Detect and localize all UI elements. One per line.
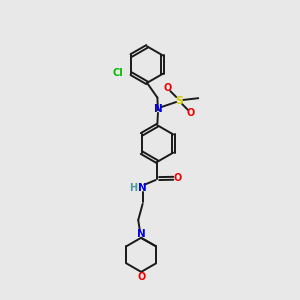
Text: N: N	[137, 229, 146, 239]
Text: N: N	[154, 104, 162, 114]
Text: S: S	[175, 95, 183, 106]
Text: O: O	[173, 173, 181, 183]
Text: Cl: Cl	[112, 68, 123, 78]
Text: H: H	[130, 183, 138, 193]
Text: N: N	[138, 183, 147, 193]
Text: O: O	[137, 272, 145, 282]
Text: O: O	[186, 108, 194, 118]
Text: O: O	[164, 83, 172, 93]
